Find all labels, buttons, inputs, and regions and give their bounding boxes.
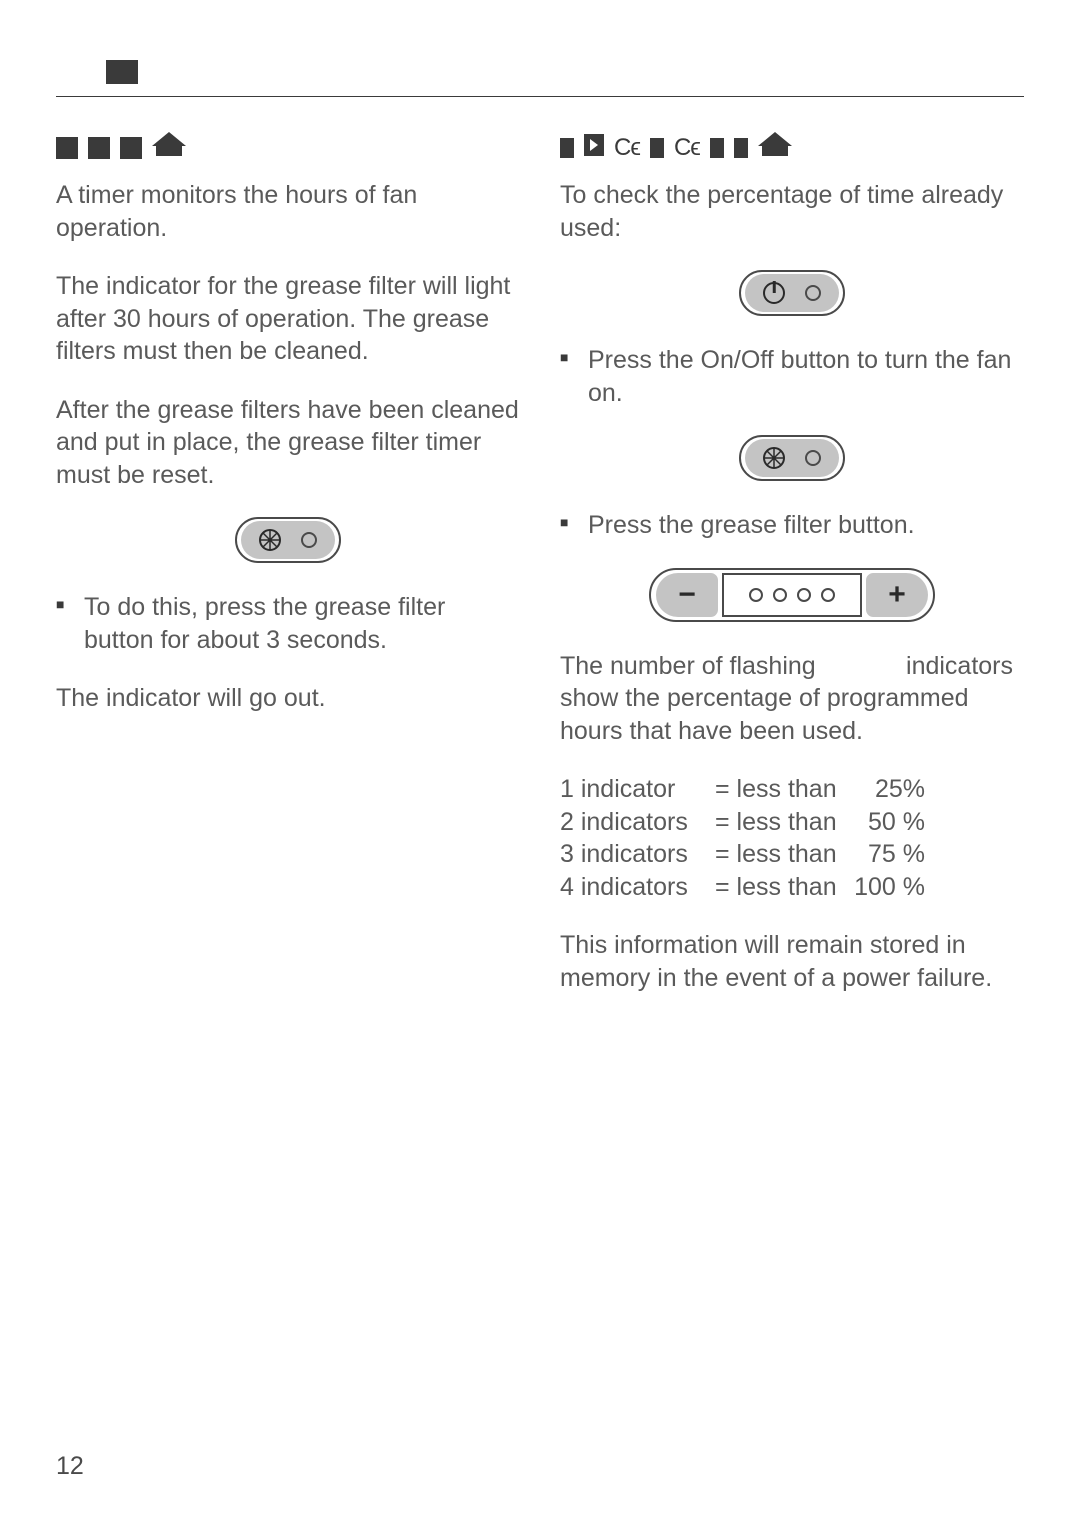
- title-block-icon: [560, 138, 574, 158]
- left-section-title: [56, 133, 520, 163]
- table-cell: = less than: [715, 838, 845, 871]
- paragraph: After the grease filters have been clean…: [56, 394, 520, 492]
- paragraph: A timer monitors the hours of fan operat…: [56, 179, 520, 244]
- table-cell: 1 indicator: [560, 773, 715, 806]
- title-block-icon: [710, 138, 724, 158]
- ce-mark: Cϵ: [674, 134, 700, 162]
- ce-mark: Cϵ: [614, 134, 640, 162]
- indicator-table: 1 indicator = less than 25% 2 indicators…: [560, 773, 1024, 903]
- button-pill-inner: [745, 439, 839, 477]
- chevron-icon: [584, 134, 604, 163]
- table-cell: 25%: [845, 773, 925, 806]
- button-pill-inner: [241, 521, 335, 559]
- paragraph: The indicator for the grease filter will…: [56, 270, 520, 368]
- right-column: Cϵ Cϵ To check the percentage of time al…: [560, 133, 1024, 1020]
- indicator-circle-icon: [805, 450, 821, 466]
- content-columns: A timer monitors the hours of fan operat…: [56, 133, 1024, 1020]
- left-column: A timer monitors the hours of fan operat…: [56, 133, 520, 1020]
- step-text: Press the grease filter button.: [560, 509, 1024, 542]
- table-cell: 100 %: [845, 871, 925, 904]
- table-row: 4 indicators = less than 100 %: [560, 871, 1024, 904]
- table-cell: = less than: [715, 871, 845, 904]
- table-cell: 50 %: [845, 806, 925, 839]
- title-block-icon: [734, 138, 748, 158]
- house-icon: [758, 132, 792, 165]
- title-block-icon: [120, 137, 142, 159]
- table-row: 2 indicators = less than 50 %: [560, 806, 1024, 839]
- title-block-icon: [88, 137, 110, 159]
- grille-icon: [763, 447, 785, 469]
- indicator-display: [722, 573, 862, 617]
- title-block-icon: [650, 138, 664, 158]
- minus-button: −: [656, 573, 718, 617]
- paragraph: The number of flashing indicators show t…: [560, 650, 1024, 748]
- header-divider: [56, 96, 1024, 97]
- table-row: 3 indicators = less than 75 %: [560, 838, 1024, 871]
- right-section-title: Cϵ Cϵ: [560, 133, 1024, 163]
- paragraph: To check the percentage of time already …: [560, 179, 1024, 244]
- plus-button: +: [866, 573, 928, 617]
- button-pill: [739, 435, 845, 481]
- table-cell: 2 indicators: [560, 806, 715, 839]
- button-pill-inner: [745, 274, 839, 312]
- page-container: A timer monitors the hours of fan operat…: [0, 0, 1080, 1060]
- step-text: Press the On/Off button to turn the fan …: [560, 344, 1024, 409]
- text-fragment: The number of flashing: [560, 652, 823, 680]
- indicator-dot-icon: [749, 588, 763, 602]
- table-cell: 3 indicators: [560, 838, 715, 871]
- title-block-icon: [56, 137, 78, 159]
- table-row: 1 indicator = less than 25%: [560, 773, 1024, 806]
- grille-icon: [259, 529, 281, 551]
- indicator-circle-icon: [301, 532, 317, 548]
- button-pill: [235, 517, 341, 563]
- indicator-dot-icon: [773, 588, 787, 602]
- paragraph: This information will remain stored in m…: [560, 929, 1024, 994]
- indicator-pill: − +: [649, 568, 935, 622]
- paragraph: The indicator will go out.: [56, 682, 520, 715]
- grease-filter-button-diagram: [56, 517, 520, 563]
- table-cell: = less than: [715, 773, 845, 806]
- table-cell: 4 indicators: [560, 871, 715, 904]
- grease-filter-button-diagram: [560, 435, 1024, 481]
- house-icon: [152, 132, 186, 165]
- step-text: To do this, press the grease filter butt…: [56, 591, 520, 656]
- table-cell: = less than: [715, 806, 845, 839]
- power-button-diagram: [560, 270, 1024, 316]
- power-icon: [763, 282, 785, 304]
- indicator-panel-diagram: − +: [560, 568, 1024, 622]
- header-marker: [106, 60, 138, 84]
- table-cell: 75 %: [845, 838, 925, 871]
- indicator-dot-icon: [821, 588, 835, 602]
- indicator-circle-icon: [805, 285, 821, 301]
- page-number: 12: [56, 1452, 84, 1481]
- indicator-dot-icon: [797, 588, 811, 602]
- button-pill: [739, 270, 845, 316]
